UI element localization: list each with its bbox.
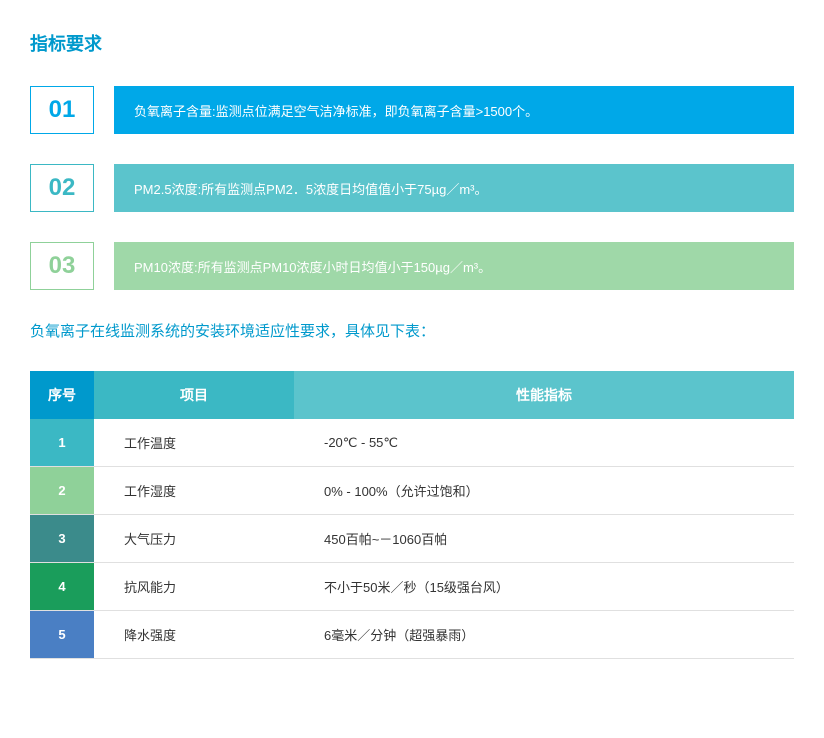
requirement-number: 03 <box>30 242 94 290</box>
row-perf: -20℃ - 55℃ <box>294 419 794 467</box>
th-seq: 序号 <box>30 371 94 419</box>
table-row: 3大气压力450百帕~－1060百帕 <box>30 515 794 563</box>
row-number: 4 <box>30 563 94 611</box>
requirement-number: 02 <box>30 164 94 212</box>
spec-table: 序号 项目 性能指标 1工作温度-20℃ - 55℃2工作湿度0% - 100%… <box>30 371 794 659</box>
requirement-text: PM2.5浓度:所有监测点PM2．5浓度日均值值小于75µg／m³。 <box>114 164 794 212</box>
th-perf: 性能指标 <box>294 371 794 419</box>
row-perf: 450百帕~－1060百帕 <box>294 515 794 563</box>
row-perf: 6毫米／分钟（超强暴雨） <box>294 611 794 659</box>
row-project: 降水强度 <box>94 611 294 659</box>
row-project: 大气压力 <box>94 515 294 563</box>
requirement-row: 02 PM2.5浓度:所有监测点PM2．5浓度日均值值小于75µg／m³。 <box>30 164 794 212</box>
row-number: 3 <box>30 515 94 563</box>
row-number: 5 <box>30 611 94 659</box>
row-project: 抗风能力 <box>94 563 294 611</box>
row-project: 工作湿度 <box>94 467 294 515</box>
table-row: 2工作湿度0% - 100%（允许过饱和） <box>30 467 794 515</box>
row-number: 2 <box>30 467 94 515</box>
requirement-row: 01 负氧离子含量:监测点位满足空气洁净标准，即负氧离子含量>1500个。 <box>30 86 794 134</box>
section-title: 指标要求 <box>30 30 794 56</box>
row-project: 工作温度 <box>94 419 294 467</box>
table-row: 1工作温度-20℃ - 55℃ <box>30 419 794 467</box>
th-project: 项目 <box>94 371 294 419</box>
requirement-number: 01 <box>30 86 94 134</box>
row-number: 1 <box>30 419 94 467</box>
row-perf: 不小于50米／秒（15级强台风） <box>294 563 794 611</box>
table-row: 4抗风能力不小于50米／秒（15级强台风） <box>30 563 794 611</box>
subtitle: 负氧离子在线监测系统的安装环境适应性要求，具体见下表： <box>30 320 794 341</box>
row-perf: 0% - 100%（允许过饱和） <box>294 467 794 515</box>
requirement-row: 03 PM10浓度:所有监测点PM10浓度小时日均值小于150µg／m³。 <box>30 242 794 290</box>
requirement-text: 负氧离子含量:监测点位满足空气洁净标准，即负氧离子含量>1500个。 <box>114 86 794 134</box>
requirement-text: PM10浓度:所有监测点PM10浓度小时日均值小于150µg／m³。 <box>114 242 794 290</box>
table-row: 5降水强度6毫米／分钟（超强暴雨） <box>30 611 794 659</box>
